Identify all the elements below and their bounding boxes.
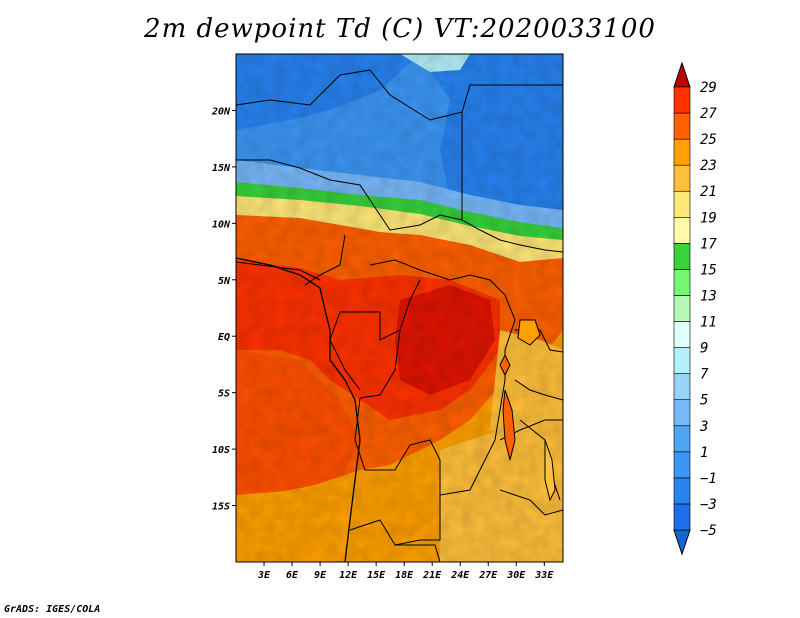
lon-tick-label: 12E: [339, 570, 358, 581]
colorbar-label: −3: [700, 497, 717, 513]
colorbar-label: 13: [700, 288, 717, 304]
colorbar-label: 29: [700, 80, 717, 96]
lon-tick-label: 15E: [367, 570, 386, 581]
colorbar-label: 7: [700, 367, 709, 383]
colorbar-boxes: [673, 61, 691, 556]
colorbar-label: 21: [700, 184, 717, 200]
colorbar-label: −1: [700, 471, 717, 487]
colorbar-label: 17: [700, 236, 717, 252]
lon-tick-label: 9E: [314, 570, 327, 581]
colorbar-label: 1: [700, 445, 708, 461]
lake-malawi: [544, 439, 556, 502]
colorbar-box: [673, 112, 691, 140]
lon-tick-label: 30E: [506, 570, 526, 581]
colorbar-label: 11: [700, 315, 717, 331]
lake-tanganyika: [502, 389, 516, 461]
longitude-axis: 3E 6E 9E 12E 15E 18E 21E 24E 27E 30E 33E: [257, 562, 554, 581]
coastline: [236, 257, 361, 562]
colorbar-box: [673, 216, 691, 244]
colorbar-box: [673, 190, 691, 218]
colorbar-label: 5: [700, 393, 708, 409]
lon-tick-label: 6E: [286, 570, 299, 581]
colorbar-label: 25: [700, 132, 717, 148]
colorbar-box: [673, 86, 691, 114]
lake-kivu: [499, 353, 511, 377]
lat-tick-label: 5N: [218, 276, 231, 287]
colorbar-box: [673, 321, 691, 348]
colorbar-label: 27: [700, 106, 717, 122]
latitude-axis: 20N 15N 10N 5N EQ 5S 10S 15S: [211, 106, 236, 513]
colorbar-label: −5: [700, 523, 717, 539]
lat-tick-label: 15N: [212, 163, 231, 174]
colorbar-box: [673, 269, 691, 296]
colorbar-box: [673, 243, 691, 270]
lon-tick-label: 21E: [422, 570, 442, 581]
credit-text: GrADS: IGES/COLA: [4, 604, 101, 615]
colorbar-over-triangle: [673, 61, 691, 88]
lon-tick-label: 3E: [257, 570, 271, 581]
lon-tick-label: 24E: [450, 570, 470, 581]
lat-tick-label: EQ: [218, 332, 230, 343]
colorbar-box: [673, 164, 691, 192]
lat-tick-label: 10S: [212, 445, 230, 456]
colorbar-label: 3: [699, 419, 708, 435]
colorbar-box: [673, 138, 691, 166]
colorbar-box: [673, 425, 691, 453]
field-layer: [236, 54, 563, 562]
lat-tick-label: 10N: [212, 219, 231, 230]
colorbar-box: [673, 503, 691, 531]
colorbar-label: 23: [700, 158, 717, 174]
colorbar-box: [673, 451, 691, 479]
lon-tick-label: 18E: [395, 570, 414, 581]
colorbar-box: [673, 295, 691, 322]
lon-tick-label: 27E: [478, 570, 498, 581]
colorbar-under-triangle: [673, 529, 691, 556]
colorbar-box: [673, 347, 691, 374]
colorbar-box: [673, 373, 691, 401]
lat-tick-label: 5S: [218, 389, 230, 400]
colorbar-box: [673, 399, 691, 427]
map-frame: [235, 53, 564, 563]
colorbar-label: 15: [700, 262, 717, 278]
colorbar-label: 9: [700, 341, 708, 357]
lat-tick-label: 15S: [212, 502, 230, 513]
lake-victoria: [517, 319, 541, 346]
colorbar-label: 19: [700, 210, 717, 226]
plot-title: 2m dewpoint Td (C) VT:2020033100: [144, 14, 656, 44]
field-texture: [236, 54, 563, 562]
colorbar-box: [673, 477, 691, 505]
lon-tick-label: 33E: [534, 570, 554, 581]
lat-tick-label: 20N: [211, 106, 231, 117]
